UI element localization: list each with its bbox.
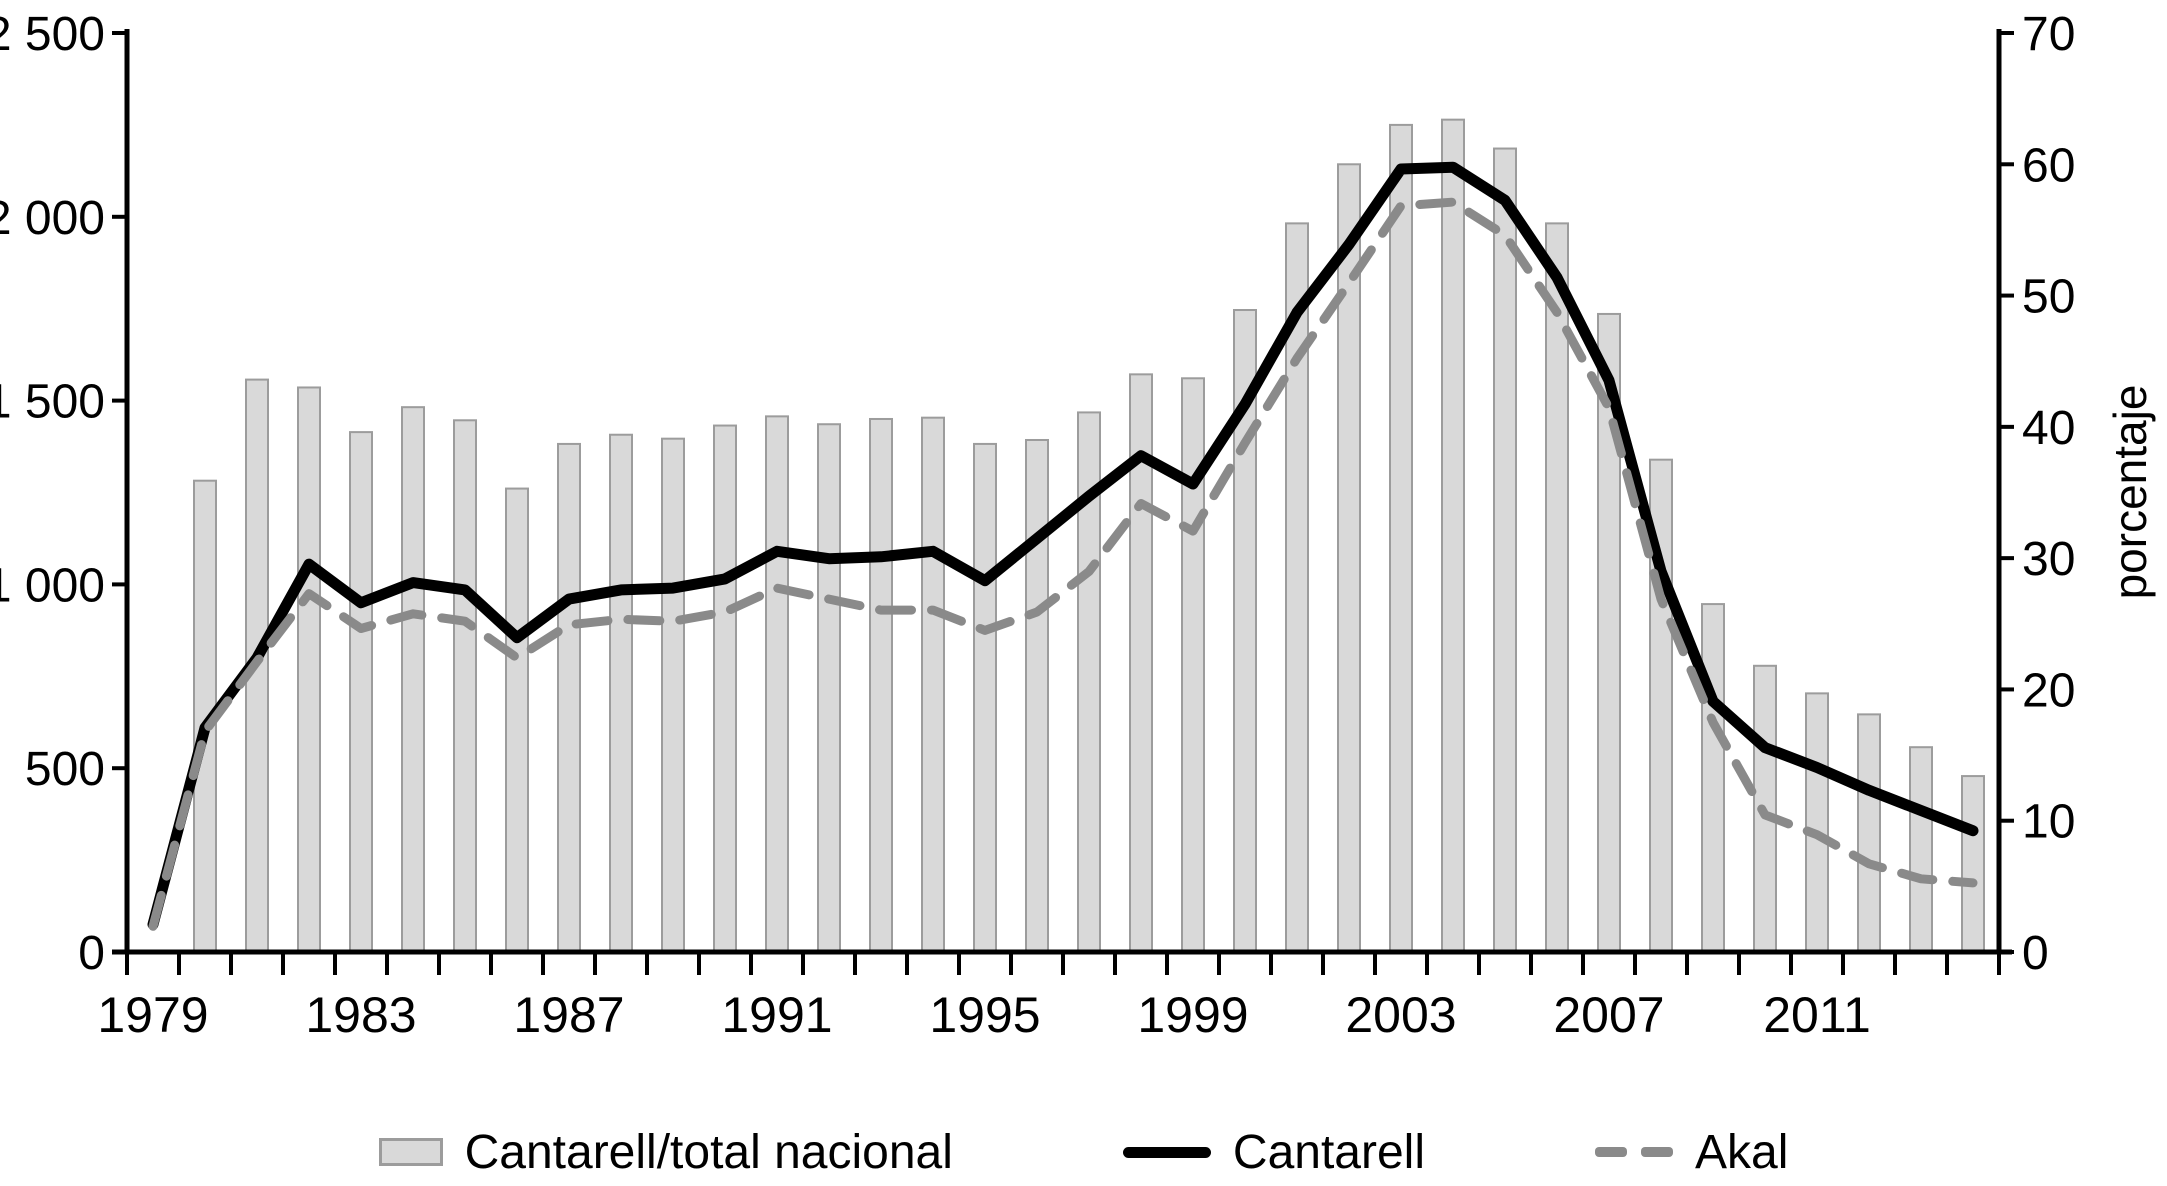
bar-2013 — [1909, 746, 1933, 953]
right-tick-label-0: 0 — [2022, 927, 2049, 980]
right-tick-label-70: 70 — [2022, 8, 2075, 61]
bar-1992 — [817, 423, 841, 953]
bar-1982 — [297, 386, 321, 953]
x-tick-label-2007: 2007 — [1553, 987, 1664, 1043]
legend: Cantarell/total nacional Cantarell Akal — [0, 1112, 2167, 1186]
right-tick-label-10: 10 — [2022, 796, 2075, 849]
bar-2009 — [1701, 603, 1725, 953]
bar-2011 — [1805, 692, 1829, 953]
bar-1991 — [765, 415, 789, 953]
bar-2003 — [1389, 123, 1413, 953]
solid-line-swatch-icon — [1122, 1146, 1211, 1158]
legend-label-akal: Akal — [1695, 1125, 1789, 1179]
left-tick-label-1000: 1 000 — [0, 559, 105, 612]
bar-1996 — [1025, 438, 1049, 953]
bar-1983 — [349, 431, 373, 953]
bars-cantarell-share — [193, 118, 1985, 954]
legend-label-cantarell-share: Cantarell/total nacional — [464, 1125, 953, 1179]
right-tick-label-20: 20 — [2022, 664, 2075, 717]
tick-marks — [112, 31, 2014, 975]
right-axis-title: porcentaje — [2104, 385, 2156, 600]
x-tick-label-1995: 1995 — [929, 987, 1040, 1043]
bar-1987 — [557, 442, 581, 953]
bar-2002 — [1337, 163, 1361, 954]
x-tick-label-2011: 2011 — [1763, 987, 1871, 1043]
axes — [112, 29, 2012, 955]
bar-1988 — [609, 433, 633, 953]
x-tick-label-2003: 2003 — [1345, 987, 1456, 1043]
x-tick-label-1987: 1987 — [513, 987, 624, 1043]
left-tick-label-0: 0 — [78, 927, 105, 980]
bar-1989 — [661, 437, 685, 953]
bar-1990 — [713, 424, 737, 953]
legend-label-cantarell: Cantarell — [1232, 1125, 1425, 1179]
bar-2005 — [1493, 147, 1517, 953]
right-tick-label-50: 50 — [2022, 271, 2075, 324]
dashed-line-swatch-icon — [1595, 1147, 1673, 1157]
bar-1995 — [973, 442, 997, 953]
x-tick-label-1999: 1999 — [1137, 987, 1248, 1043]
right-tick-label-30: 30 — [2022, 533, 2075, 586]
bar-1993 — [869, 417, 893, 954]
x-tick-label-1983: 1983 — [305, 987, 416, 1043]
bar-1984 — [401, 406, 425, 953]
left-tick-label-2500: 2 500 — [0, 8, 105, 61]
line-akal — [148, 197, 1978, 931]
bar-1994 — [921, 416, 945, 954]
left-tick-label-2000: 2 000 — [0, 192, 105, 245]
right-tick-label-60: 60 — [2022, 139, 2075, 192]
left-tick-label-500: 500 — [25, 743, 105, 796]
bar-1986 — [505, 487, 529, 953]
legend-item-akal: Akal — [1595, 1125, 1788, 1180]
x-tick-label-1991: 1991 — [721, 987, 832, 1043]
x-tick-label-1979: 1979 — [97, 987, 208, 1043]
bar-swatch-icon — [378, 1138, 443, 1166]
left-tick-label-1500: 1 500 — [0, 376, 105, 429]
right-tick-label-40: 40 — [2022, 402, 2075, 455]
legend-item-cantarell-share: Cantarell/total nacional — [378, 1125, 953, 1180]
bar-1985 — [453, 419, 477, 953]
bar-2004 — [1441, 118, 1465, 954]
legend-item-cantarell: Cantarell — [1122, 1125, 1425, 1180]
bar-2012 — [1857, 713, 1881, 953]
line-cantarell — [147, 161, 1979, 930]
bar-2014 — [1961, 775, 1985, 953]
